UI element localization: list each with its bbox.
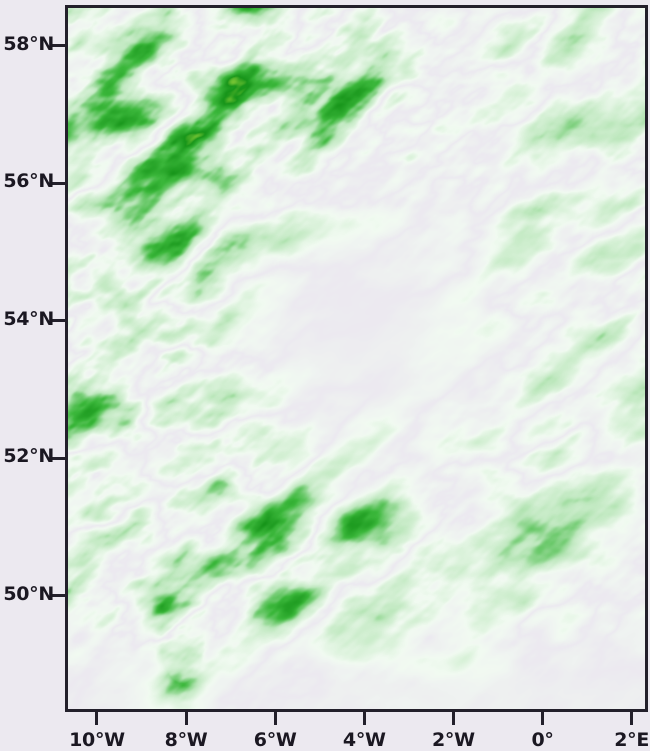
x-tick-label: 10°W <box>69 729 125 751</box>
y-tick-mark <box>52 44 65 48</box>
y-tick-label: 54°N <box>3 307 54 330</box>
y-tick-mark <box>52 319 65 323</box>
x-tick-mark <box>630 712 634 725</box>
x-tick-label: 0° <box>531 729 554 751</box>
x-tick-label: 6°W <box>253 729 297 751</box>
x-tick-mark <box>273 712 277 725</box>
map-plot-area[interactable] <box>65 5 648 712</box>
scalar-field-heatmap <box>68 8 645 709</box>
y-tick-label: 56°N <box>3 170 54 193</box>
y-tick-label: 58°N <box>3 32 54 55</box>
x-tick-label: 2°W <box>432 729 475 751</box>
x-tick-label: 8°W <box>164 729 208 751</box>
x-tick-label: 2°E <box>614 729 650 751</box>
y-tick-label: 50°N <box>3 582 54 605</box>
x-tick-mark <box>95 712 99 725</box>
y-tick-mark <box>52 594 65 598</box>
x-tick-mark <box>541 712 545 725</box>
x-tick-mark <box>451 712 455 725</box>
x-tick-label: 4°W <box>342 729 386 751</box>
x-tick-mark <box>184 712 188 725</box>
y-tick-mark <box>52 181 65 185</box>
y-tick-mark <box>52 456 65 460</box>
x-tick-mark <box>362 712 366 725</box>
y-tick-label: 52°N <box>3 445 54 468</box>
